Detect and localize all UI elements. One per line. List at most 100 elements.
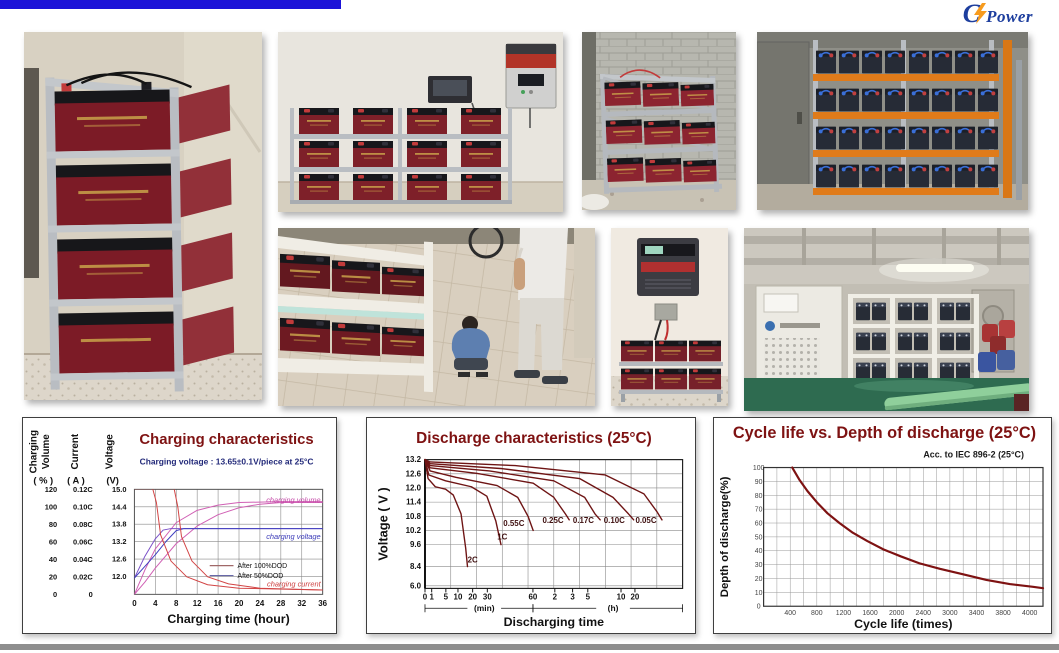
svg-text:0.17C: 0.17C [573,516,594,525]
svg-text:20: 20 [631,592,640,601]
svg-text:0.04C: 0.04C [73,555,93,564]
svg-text:charging volume: charging volume [266,495,320,504]
svg-text:9.6: 9.6 [410,540,422,549]
svg-text:14.4: 14.4 [112,502,127,511]
svg-text:Cycle life vs. Depth of discha: Cycle life vs. Depth of discharge (25°C) [733,424,1036,442]
svg-text:80: 80 [755,493,763,500]
svg-text:60: 60 [529,592,538,601]
svg-text:40: 40 [755,548,763,555]
svg-text:400: 400 [784,610,796,617]
svg-text:60: 60 [49,537,57,546]
svg-text:0.05C: 0.05C [635,516,656,525]
svg-text:8.4: 8.4 [410,562,422,571]
svg-text:1: 1 [429,592,434,601]
charging-characteristics-chart: Charging characteristics Charging voltage… [22,417,337,634]
svg-text:20: 20 [49,572,57,581]
photo-ups-room-svg [744,228,1029,411]
svg-text:50: 50 [755,534,763,541]
svg-text:Charging characteristics: Charging characteristics [139,432,313,448]
photo-battery-tower-svg [24,32,262,400]
svg-text:0.02C: 0.02C [73,572,93,581]
photo-battery-shelf-installation-team [278,228,595,406]
svg-text:0: 0 [53,590,57,599]
svg-text:Acc. to IEC 896-2 (25°C): Acc. to IEC 896-2 (25°C) [923,450,1024,460]
svg-text:Charging time (hour): Charging time (hour) [167,612,289,626]
svg-text:60: 60 [755,521,763,528]
photo-ups-battery-room [744,228,1029,411]
svg-text:2000: 2000 [889,610,905,617]
photo-inverter-shelf-svg [278,32,563,212]
photo-orange-rack-svg [757,32,1028,210]
svg-text:0.08C: 0.08C [73,520,93,529]
svg-text:13.8: 13.8 [112,520,126,529]
svg-text:Discharge characteristics (25°: Discharge characteristics (25°C) [416,430,652,447]
svg-text:13.2: 13.2 [112,537,126,546]
svg-text:10: 10 [617,592,626,601]
svg-text:(h): (h) [608,603,619,613]
svg-text:( % ): ( % ) [33,474,53,485]
svg-text:800: 800 [811,610,823,617]
bottom-bar [0,644,1059,650]
svg-text:0.55C: 0.55C [503,519,524,528]
svg-text:90: 90 [755,479,763,486]
svg-text:(min): (min) [474,603,495,613]
svg-text:36: 36 [318,599,327,608]
svg-text:120: 120 [45,485,57,494]
cycle-life-svg: Cycle life vs. Depth of discharge (25°C)… [719,424,1045,631]
svg-text:(V): (V) [106,474,119,485]
svg-text:After 50%DOD: After 50%DOD [237,573,283,580]
svg-text:Volume: Volume [41,434,52,469]
svg-text:20: 20 [468,592,477,601]
svg-text:1600: 1600 [862,610,878,617]
photo-concrete-room-svg [582,32,736,210]
svg-text:0: 0 [132,599,137,608]
svg-text:0.10C: 0.10C [73,502,93,511]
photo-inverter-and-battery-shelf [278,32,563,212]
svg-text:12.0: 12.0 [406,483,422,492]
svg-text:11.4: 11.4 [406,498,422,507]
photo-wall-inverter-small-battery-rack [611,228,728,406]
svg-text:70: 70 [755,507,763,514]
svg-text:28: 28 [276,599,285,608]
svg-text:0: 0 [757,604,761,611]
svg-text:10.8: 10.8 [406,512,422,521]
svg-text:15.0: 15.0 [112,485,126,494]
svg-text:( A ): ( A ) [67,474,85,485]
svg-text:12.6: 12.6 [112,555,126,564]
svg-text:5: 5 [444,592,449,601]
svg-text:100: 100 [753,465,765,472]
logo-text-power: Power [986,7,1033,26]
svg-text:0.25C: 0.25C [542,516,563,525]
svg-text:3400: 3400 [969,610,985,617]
svg-text:charging voltage: charging voltage [266,532,320,541]
svg-text:Voltage ( V ): Voltage ( V ) [375,487,390,560]
svg-text:0: 0 [423,592,428,601]
svg-text:80: 80 [49,520,57,529]
photo-battery-tower-installation [24,32,262,400]
crouching-person [451,316,490,377]
svg-text:0.10C: 0.10C [604,516,625,525]
svg-text:10: 10 [454,592,463,601]
svg-text:Voltage: Voltage [105,434,116,469]
svg-text:0.12C: 0.12C [73,485,93,494]
svg-text:charging current: charging current [267,579,322,588]
svg-text:20: 20 [755,576,763,583]
svg-text:Cycle life (times): Cycle life (times) [854,617,952,631]
svg-text:30: 30 [483,592,492,601]
cycle-life-chart: Cycle life vs. Depth of discharge (25°C)… [713,417,1052,634]
svg-text:8: 8 [174,599,179,608]
svg-text:100: 100 [45,502,57,511]
svg-text:Charging voltage : 13.65±0.1: Charging voltage : 13.65±0.1V/piece at 2… [140,457,314,467]
svg-text:13.2: 13.2 [406,455,422,464]
svg-text:10.2: 10.2 [406,526,422,535]
svg-text:Charging: Charging [28,430,39,473]
svg-text:12.6: 12.6 [406,469,422,478]
svg-text:12: 12 [193,599,202,608]
standing-person [514,228,568,384]
photo-orange-rack-battery-bank [757,32,1028,210]
svg-text:Current: Current [70,433,81,469]
lightning-bolt-icon [974,3,988,24]
svg-text:2C: 2C [468,556,478,565]
svg-text:6.0: 6.0 [410,581,422,590]
